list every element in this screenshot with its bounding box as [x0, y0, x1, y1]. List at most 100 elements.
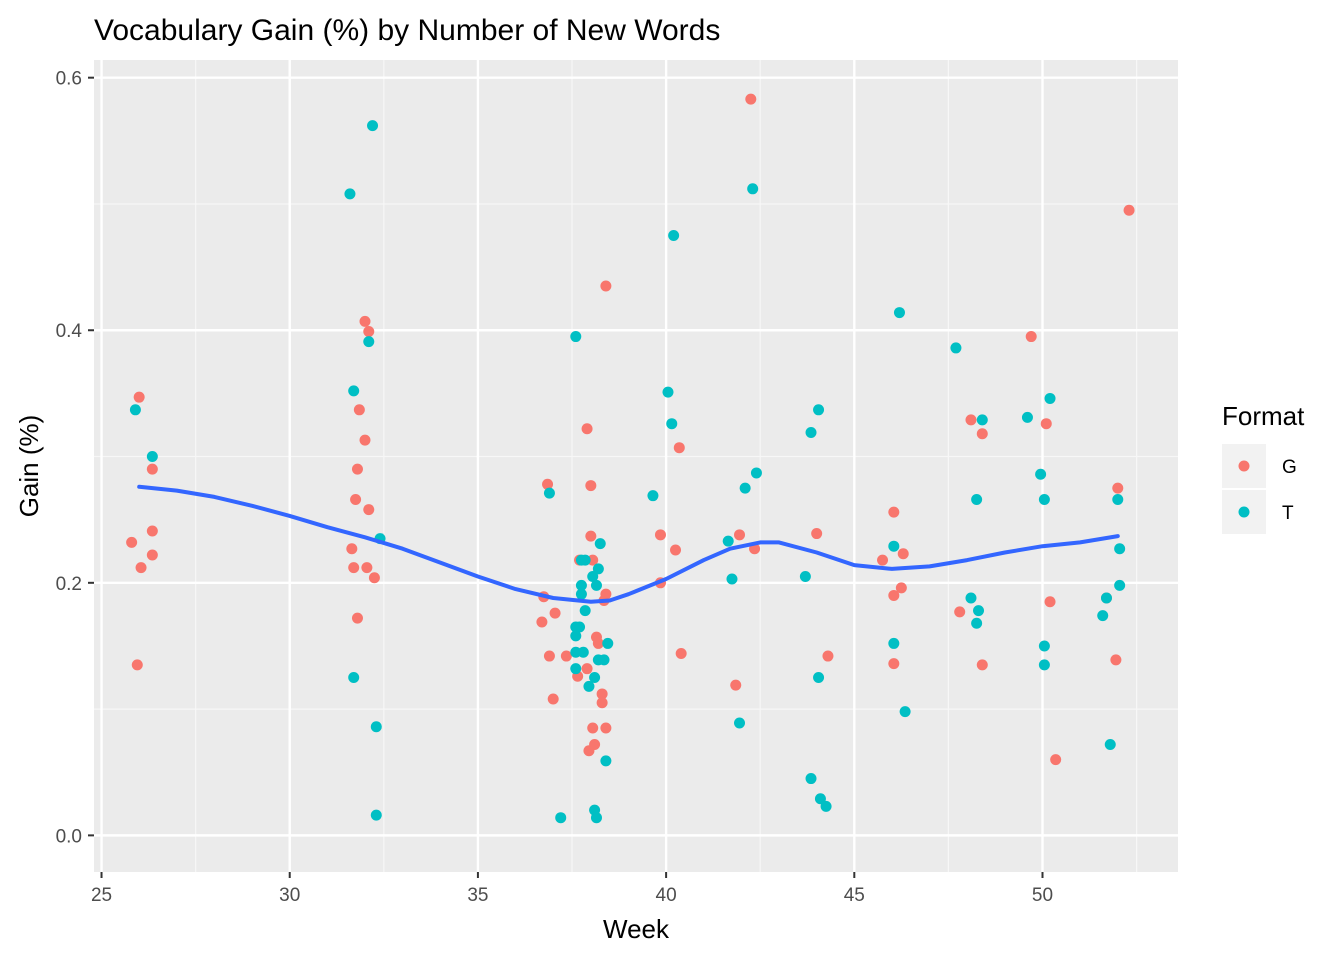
- x-tick-label: 25: [91, 885, 112, 906]
- data-point-t: [971, 617, 983, 629]
- data-point-g: [133, 391, 145, 403]
- data-point-g: [1025, 331, 1037, 343]
- data-point-g: [351, 612, 363, 624]
- data-point-t: [594, 538, 606, 550]
- x-axis-title: Week: [603, 914, 670, 944]
- data-point-t: [555, 812, 567, 824]
- y-axis: 0.0 0.2 0.4 0.6: [56, 69, 94, 847]
- legend-dot-g: [1238, 460, 1250, 472]
- data-point-g: [1123, 204, 1135, 216]
- data-point-g: [363, 504, 375, 516]
- data-point-g: [895, 582, 907, 594]
- data-point-g: [1112, 482, 1124, 494]
- data-point-t: [1044, 392, 1056, 404]
- y-axis-title: Gain (%): [14, 415, 44, 518]
- data-point-t: [799, 570, 811, 582]
- data-point-g: [353, 404, 365, 416]
- x-tick-label: 30: [279, 885, 300, 906]
- data-point-t: [899, 706, 911, 718]
- data-point-t: [344, 188, 356, 200]
- data-point-t: [589, 672, 601, 684]
- data-point-g: [361, 562, 373, 574]
- data-point-t: [570, 331, 582, 343]
- data-point-t: [577, 646, 589, 658]
- data-point-g: [146, 525, 158, 537]
- data-point-g: [1044, 596, 1056, 608]
- data-point-t: [543, 487, 555, 499]
- data-point-g: [596, 688, 608, 700]
- data-point-g: [888, 589, 900, 601]
- x-axis: 25 30 35 40 45 50: [91, 872, 1053, 906]
- data-point-g: [589, 738, 601, 750]
- data-point-t: [1035, 468, 1047, 480]
- data-point-g: [600, 722, 612, 734]
- data-point-t: [813, 672, 825, 684]
- data-point-g: [745, 93, 757, 105]
- x-tick-label: 35: [467, 885, 488, 906]
- data-point-g: [822, 650, 834, 662]
- data-point-t: [950, 342, 962, 354]
- data-point-t: [598, 654, 610, 666]
- data-point-g: [734, 529, 746, 541]
- data-point-t: [888, 540, 900, 552]
- data-point-t: [722, 535, 734, 547]
- data-point-g: [346, 543, 358, 555]
- data-point-g: [897, 548, 909, 560]
- data-point-t: [820, 800, 832, 812]
- data-point-t: [583, 680, 595, 692]
- data-point-t: [370, 809, 382, 821]
- data-point-t: [726, 573, 738, 585]
- data-point-g: [581, 663, 593, 675]
- y-tick-label: 0.0: [56, 826, 82, 847]
- data-point-g: [543, 650, 555, 662]
- data-point-g: [131, 659, 143, 671]
- y-tick-label: 0.4: [56, 321, 83, 342]
- data-point-g: [359, 315, 371, 327]
- data-point-g: [126, 536, 138, 548]
- major-gridlines: [94, 60, 1178, 872]
- smooth-trend-line: [137, 484, 1120, 604]
- data-point-t: [602, 637, 614, 649]
- data-point-t: [750, 467, 762, 479]
- data-point-t: [734, 717, 746, 729]
- data-point-t: [971, 493, 983, 505]
- data-point-g: [888, 506, 900, 518]
- data-point-t: [592, 563, 604, 575]
- data-point-g: [877, 554, 889, 566]
- data-point-g: [1050, 754, 1062, 766]
- data-point-g: [587, 722, 599, 734]
- data-point-t: [1097, 610, 1109, 622]
- legend-title: Format: [1222, 401, 1305, 431]
- data-point-g: [596, 697, 608, 709]
- data-point-t: [600, 755, 612, 767]
- data-point-g: [675, 648, 687, 660]
- data-point-t: [813, 404, 825, 416]
- data-point-g: [363, 326, 375, 338]
- data-point-t: [570, 663, 582, 675]
- data-point-g: [348, 562, 360, 574]
- legend: Format G T: [1222, 401, 1305, 534]
- data-point-g: [359, 434, 371, 446]
- data-points: [126, 93, 1135, 824]
- data-point-g: [811, 528, 823, 540]
- data-point-t: [129, 404, 141, 416]
- legend-label-t: T: [1282, 503, 1294, 524]
- data-point-t: [814, 793, 826, 805]
- y-tick-label: 0.2: [56, 574, 82, 595]
- data-point-t: [363, 336, 375, 348]
- data-point-t: [348, 385, 360, 397]
- data-point-t: [668, 230, 680, 242]
- data-point-t: [666, 418, 678, 430]
- data-point-g: [135, 562, 147, 574]
- data-point-t: [575, 579, 587, 591]
- data-point-g: [965, 414, 977, 426]
- data-point-t: [805, 427, 817, 439]
- data-point-t: [893, 307, 905, 319]
- data-point-t: [570, 646, 582, 658]
- data-point-g: [888, 658, 900, 670]
- data-point-t: [965, 592, 977, 604]
- data-point-t: [973, 605, 985, 617]
- x-tick-label: 50: [1032, 885, 1053, 906]
- data-point-g: [670, 544, 682, 556]
